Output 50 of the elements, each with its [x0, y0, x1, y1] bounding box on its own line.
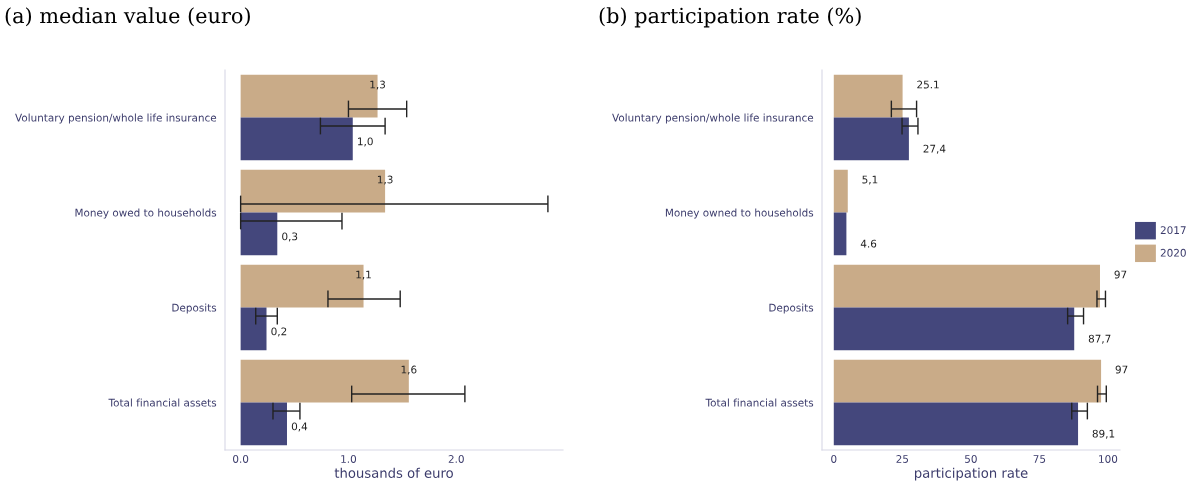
chart-title: (b) participation rate (%): [599, 7, 861, 28]
data-label: 1,6: [401, 365, 417, 375]
x-tick-label: 0.0: [233, 455, 249, 463]
x-axis-title: participation rate: [915, 467, 1028, 481]
x-tick-label: 75: [1033, 455, 1046, 463]
y-tick-label: Total financial assets: [705, 398, 814, 407]
data-label: 0,2: [271, 327, 287, 337]
bar: [833, 402, 1079, 446]
data-label: 0,4: [291, 422, 308, 432]
legend-label: 2017: [1160, 226, 1186, 235]
y-tick-label: Total financial assets: [108, 398, 217, 407]
y-tick-label: Deposits: [769, 303, 814, 314]
bar: [833, 212, 847, 256]
data-label: 87,7: [1088, 334, 1111, 344]
bar: [240, 212, 278, 256]
bar: [240, 402, 287, 446]
bar: [833, 264, 1100, 308]
data-label: 1,3: [370, 80, 386, 90]
data-label: 25.1: [917, 80, 939, 89]
data-label: 1,3: [377, 175, 393, 185]
x-tick-label: 25: [896, 455, 909, 463]
bar: [833, 117, 909, 161]
data-label: 0,3: [282, 232, 298, 242]
y-tick-label: Money owned to households: [665, 208, 814, 219]
bar: [833, 307, 1075, 351]
data-label: 97: [1115, 365, 1128, 374]
y-tick-label: Deposits: [172, 303, 217, 314]
bar: [240, 117, 353, 161]
legend-label: 2020: [1160, 248, 1186, 257]
x-tick-label: 100: [1099, 455, 1118, 463]
x-tick-label: 2.0: [448, 455, 464, 463]
y-tick-label: Money owed to households: [75, 208, 217, 219]
data-label: 89,1: [1092, 429, 1115, 439]
data-label: 1,1: [356, 270, 371, 280]
data-label: 1,0: [358, 137, 373, 147]
data-label: 27,4: [923, 144, 946, 154]
data-label: 97: [1114, 270, 1127, 279]
data-label: 5,1: [862, 175, 878, 185]
bar: [833, 74, 903, 118]
x-axis-title: thousands of euro: [334, 467, 453, 478]
data-label: 4.6: [860, 239, 877, 248]
x-tick-label: 50: [965, 455, 977, 463]
y-tick-label: Voluntary pension/whole life insurance: [612, 113, 814, 124]
chart-title: (a) median value (euro): [5, 7, 250, 27]
bar: [833, 169, 848, 213]
x-tick-label: 0: [831, 455, 837, 463]
bar: [833, 359, 1102, 403]
y-tick-label: Voluntary pension/whole life insurance: [15, 113, 217, 124]
bar: [240, 307, 267, 351]
x-tick-label: 1.0: [341, 455, 357, 463]
